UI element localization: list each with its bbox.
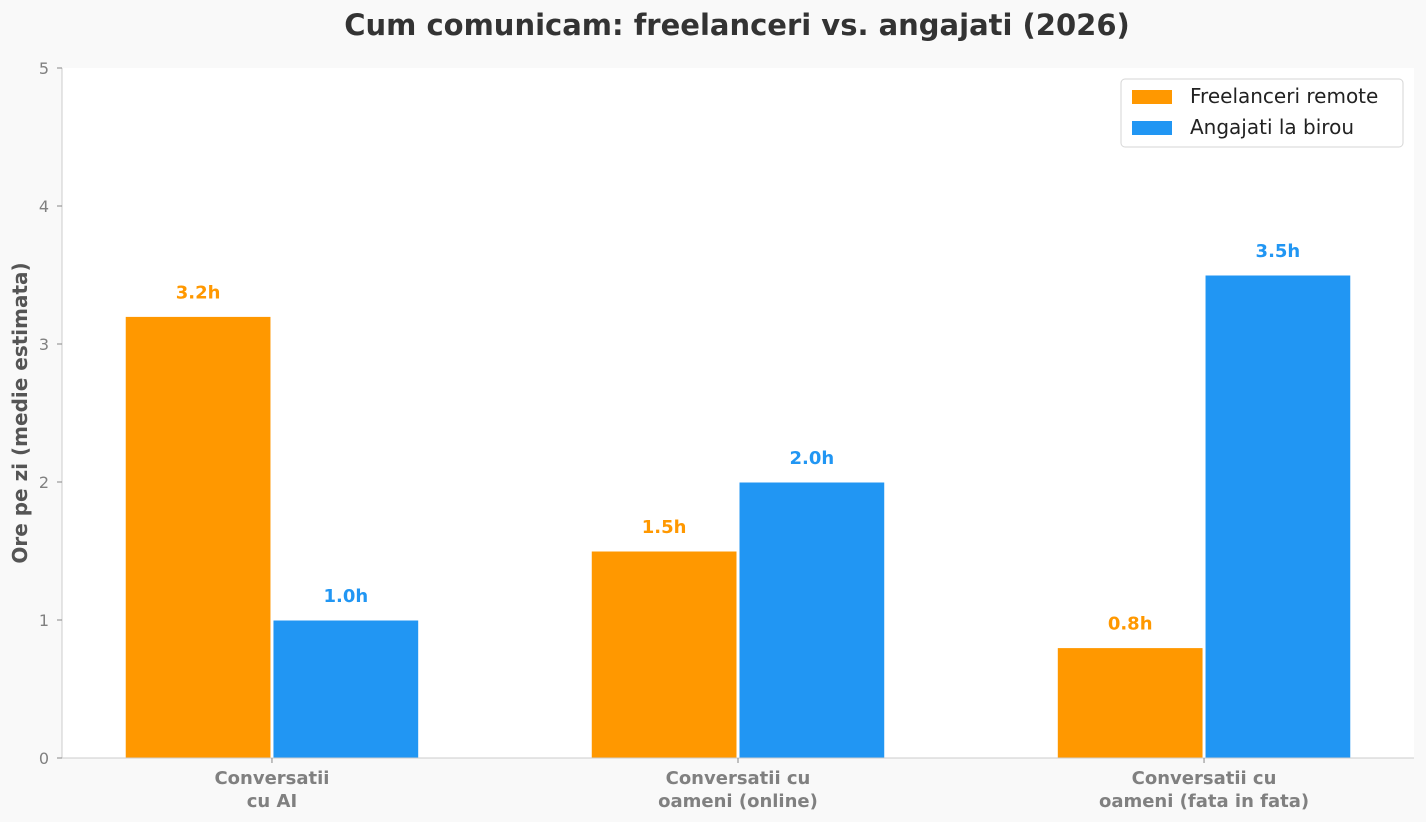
x-tick-label: Conversatii cu xyxy=(1132,768,1277,789)
legend-label: Angajati la birou xyxy=(1190,115,1354,139)
legend-label: Freelanceri remote xyxy=(1190,84,1378,108)
y-tick-label: 0 xyxy=(39,749,49,768)
x-tick-label: Conversatii xyxy=(214,768,329,789)
bar-freelanceri-0 xyxy=(124,315,272,759)
data-label: 1.5h xyxy=(642,517,687,538)
y-tick-label: 4 xyxy=(39,197,49,216)
y-axis: 0 1 2 3 4 5 xyxy=(39,59,63,768)
y-tick-label: 5 xyxy=(39,59,49,78)
bar-angajati-0 xyxy=(272,619,420,759)
legend-swatch xyxy=(1132,90,1172,104)
x-tick-label: Conversatii cu xyxy=(666,768,811,789)
bar-angajati-2 xyxy=(1204,274,1352,759)
data-labels: 3.2h 1.0h 1.5h 2.0h 0.8h 3.5h xyxy=(176,241,1301,635)
x-tick-label: oameni (online) xyxy=(658,791,818,812)
data-label: 0.8h xyxy=(1108,614,1153,635)
x-tick-label: oameni (fata in fata) xyxy=(1099,791,1309,812)
legend-swatch xyxy=(1132,121,1172,135)
data-label: 1.0h xyxy=(323,586,368,607)
y-tick-label: 3 xyxy=(39,335,49,354)
legend-box xyxy=(1120,78,1404,148)
data-label: 2.0h xyxy=(790,448,835,469)
chart-title: Cum comunicam: freelanceri vs. angajati … xyxy=(344,8,1130,42)
data-label: 3.2h xyxy=(176,282,221,303)
legend: Freelanceri remote Angajati la birou xyxy=(1120,78,1404,148)
y-tick-label: 1 xyxy=(39,611,49,630)
bar-freelanceri-2 xyxy=(1056,647,1204,759)
y-tick-label: 2 xyxy=(39,473,49,492)
bar-angajati-1 xyxy=(738,481,886,759)
x-tick-label: cu AI xyxy=(247,791,297,812)
y-axis-label: Ore pe zi (medie estimata) xyxy=(8,262,32,563)
bar-freelanceri-1 xyxy=(590,550,738,759)
data-label: 3.5h xyxy=(1256,241,1301,262)
